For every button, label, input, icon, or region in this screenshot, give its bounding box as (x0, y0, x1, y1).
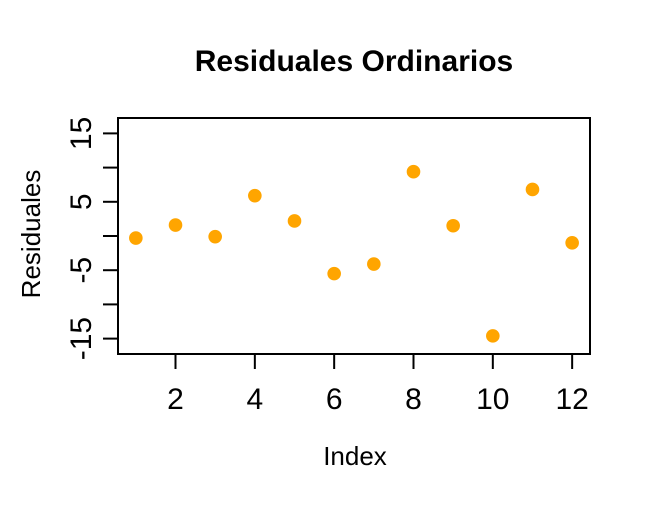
x-tick-label: 2 (167, 383, 184, 416)
x-tick-label: 6 (326, 383, 343, 416)
x-axis: 2 4 6 8 10 12 (167, 354, 589, 416)
x-tick-label: 12 (555, 383, 588, 416)
y-tick-label: 15 (65, 117, 98, 150)
y-axis-label: Residuales (16, 170, 46, 299)
data-point (446, 218, 460, 233)
data-point (129, 231, 143, 245)
y-axis: -15 -5 5 15 (65, 117, 118, 360)
x-tick-label: 8 (405, 383, 422, 416)
x-axis-label: Index (323, 441, 387, 471)
data-point (367, 257, 381, 271)
data-point (565, 236, 579, 250)
y-tick-label: -5 (65, 257, 98, 284)
x-tick-label: 10 (476, 383, 509, 416)
data-point (168, 218, 183, 232)
data-point (287, 214, 302, 228)
x-tick-label: 4 (246, 383, 263, 416)
data-point (327, 266, 341, 281)
data-point (525, 182, 540, 197)
chart-title: Residuales Ordinarios (195, 45, 513, 78)
data-point (248, 188, 262, 203)
data-point (406, 164, 421, 179)
data-points (129, 164, 579, 343)
y-tick-label: -15 (65, 317, 98, 360)
plot-box (117, 117, 591, 355)
y-tick-label: 5 (65, 193, 98, 210)
data-point (486, 329, 500, 343)
data-point (208, 229, 222, 244)
